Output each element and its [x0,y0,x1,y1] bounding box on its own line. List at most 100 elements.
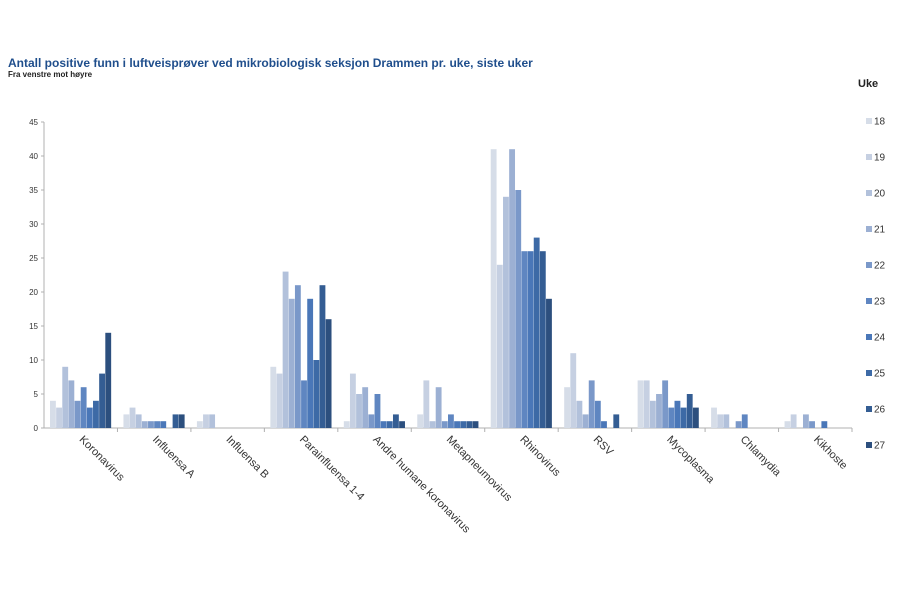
legend-label: 20 [874,189,886,200]
bar [62,366,69,428]
bar [802,414,809,428]
legend-swatch [866,118,872,124]
legend-swatch [866,406,872,412]
legend-swatch [866,190,872,196]
category-label: Metapneumovirus [444,434,515,505]
category-label: Koronavirus [77,434,127,484]
bar [135,414,142,428]
bar [546,298,552,428]
bar [50,400,56,428]
bar [656,394,662,428]
y-tick-label: 0 [34,424,39,433]
bar [637,380,644,428]
chart-title: Antall positive funn i luftveisprøver ve… [8,56,533,70]
bar [692,407,699,428]
bar [594,400,601,428]
bar [423,380,430,428]
bar [588,380,595,428]
y-tick-label: 10 [29,356,38,365]
bar [454,421,460,428]
bar [521,251,528,428]
category-label: Kikhoste [811,434,849,472]
bar [276,373,283,428]
bar [649,400,656,428]
category-label: Influensa A [150,434,197,481]
legend-title: Uke [858,78,879,90]
bar [533,237,540,428]
bar [735,421,742,428]
bar [154,421,161,428]
legend-label: 22 [874,261,886,272]
bar [490,149,497,428]
bar [160,421,167,428]
bar [380,421,387,428]
bar [790,414,797,428]
bar [448,414,454,428]
bar [386,421,393,428]
bar [282,271,289,428]
bar [307,298,314,428]
category-label: RSV [591,434,616,459]
bar [466,421,473,428]
legend-swatch [866,370,872,376]
category-label: Rhinovirus [517,434,563,480]
bar [99,373,106,428]
bar [270,366,277,428]
bar [582,414,589,428]
bar [503,196,509,428]
bar [368,414,375,428]
bar [460,421,467,428]
bar [349,373,356,428]
bar [86,407,93,428]
bar [686,394,693,428]
bar [711,407,717,428]
y-tick-label: 45 [29,118,38,127]
legend-label: 21 [874,225,886,236]
y-tick-label: 20 [29,288,38,297]
legend-label: 18 [874,117,886,128]
y-tick-label: 30 [29,220,38,229]
legend-label: 27 [874,441,886,452]
bar [362,387,369,428]
bar [399,421,405,428]
bar [613,414,620,428]
bar [784,421,791,428]
bar [435,387,442,428]
y-tick-label: 15 [29,322,38,331]
bar [576,400,583,428]
bar [374,394,381,428]
bar [178,414,185,428]
bar [717,414,724,428]
legend-swatch [866,298,872,304]
bar [821,421,828,428]
bar [288,298,295,428]
bar [417,414,424,428]
bar [68,380,75,428]
bar [141,421,148,428]
bar [472,421,479,428]
y-tick-label: 40 [29,152,38,161]
bar [680,407,687,428]
legend-label: 23 [874,297,886,308]
bar [203,414,209,428]
y-tick-label: 25 [29,254,38,263]
bar [209,414,216,428]
bar [356,394,362,428]
bar [570,353,577,428]
bar [564,387,571,428]
bar [662,380,669,428]
y-tick-label: 35 [29,186,38,195]
bar [392,414,399,428]
bar [601,421,607,428]
bar [325,319,332,428]
bar [509,149,516,428]
bar [643,380,650,428]
bar [93,400,99,428]
legend-label: 24 [874,333,886,344]
category-label: Parainfluensa 1-4 [297,434,366,503]
bar [515,190,522,428]
bar [129,407,136,428]
legend-label: 26 [874,405,886,416]
bar [172,414,179,428]
